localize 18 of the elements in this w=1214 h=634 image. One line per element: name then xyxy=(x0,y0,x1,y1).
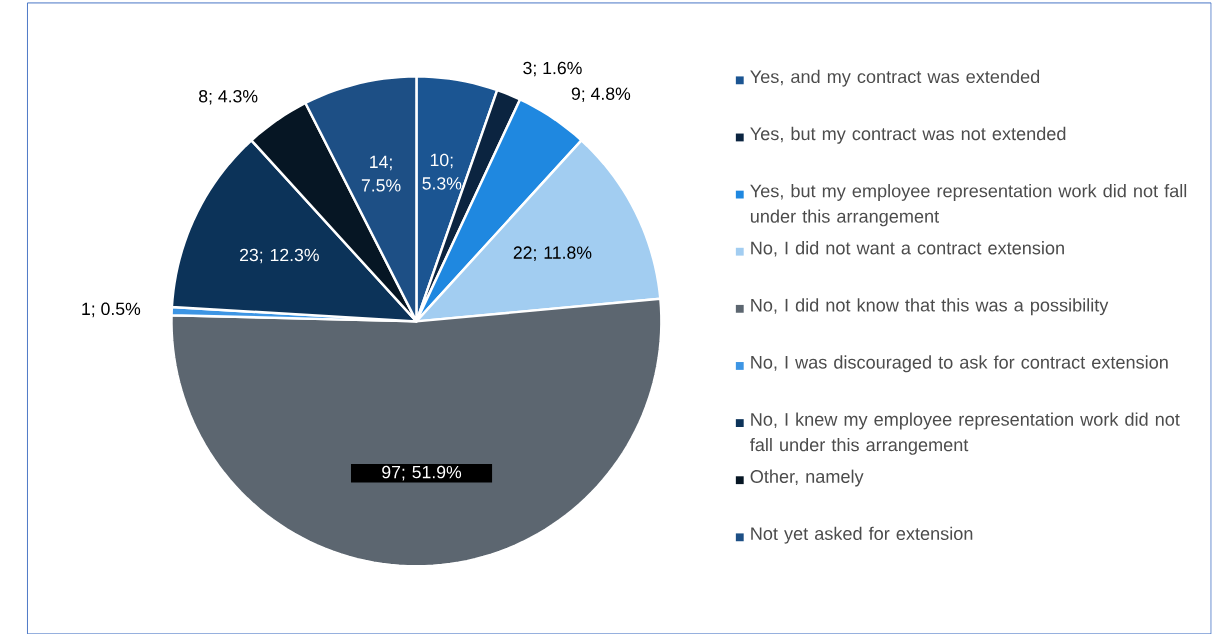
legend-label: Yes, but my employee representation work did not fall under this arrangement xyxy=(750,183,1187,227)
legend-label: No, I knew my employee representation work did not fall under this arrangement xyxy=(750,412,1180,455)
legend-label: No, I did not want a contract extension xyxy=(751,240,1064,257)
data-label: 10; 5.3% xyxy=(422,153,462,190)
data-label: 97; 51.9% xyxy=(382,465,462,481)
data-label: 23; 12.3% xyxy=(240,248,319,264)
legend-label: Other, namely xyxy=(750,469,864,487)
legend-label: Yes, and my contract was extended xyxy=(750,69,1040,87)
data-label: 22; 11.8% xyxy=(513,246,592,261)
legend-label: Yes, but my contract was not extended xyxy=(750,126,1066,144)
data-label: 1; 0.5% xyxy=(82,302,141,317)
legend-label: No, I was discouraged to ask for contract extension xyxy=(751,355,1168,373)
data-label: 3; 1.6% xyxy=(523,61,582,77)
legend-label: Not yet asked for extension xyxy=(751,526,973,544)
data-label: 14; 7.5% xyxy=(361,155,401,192)
data-label: 9; 4.8% xyxy=(571,87,631,102)
legend-label: No, I did not know that this was a possibility xyxy=(751,298,1109,315)
data-label: 8; 4.3% xyxy=(199,89,258,105)
